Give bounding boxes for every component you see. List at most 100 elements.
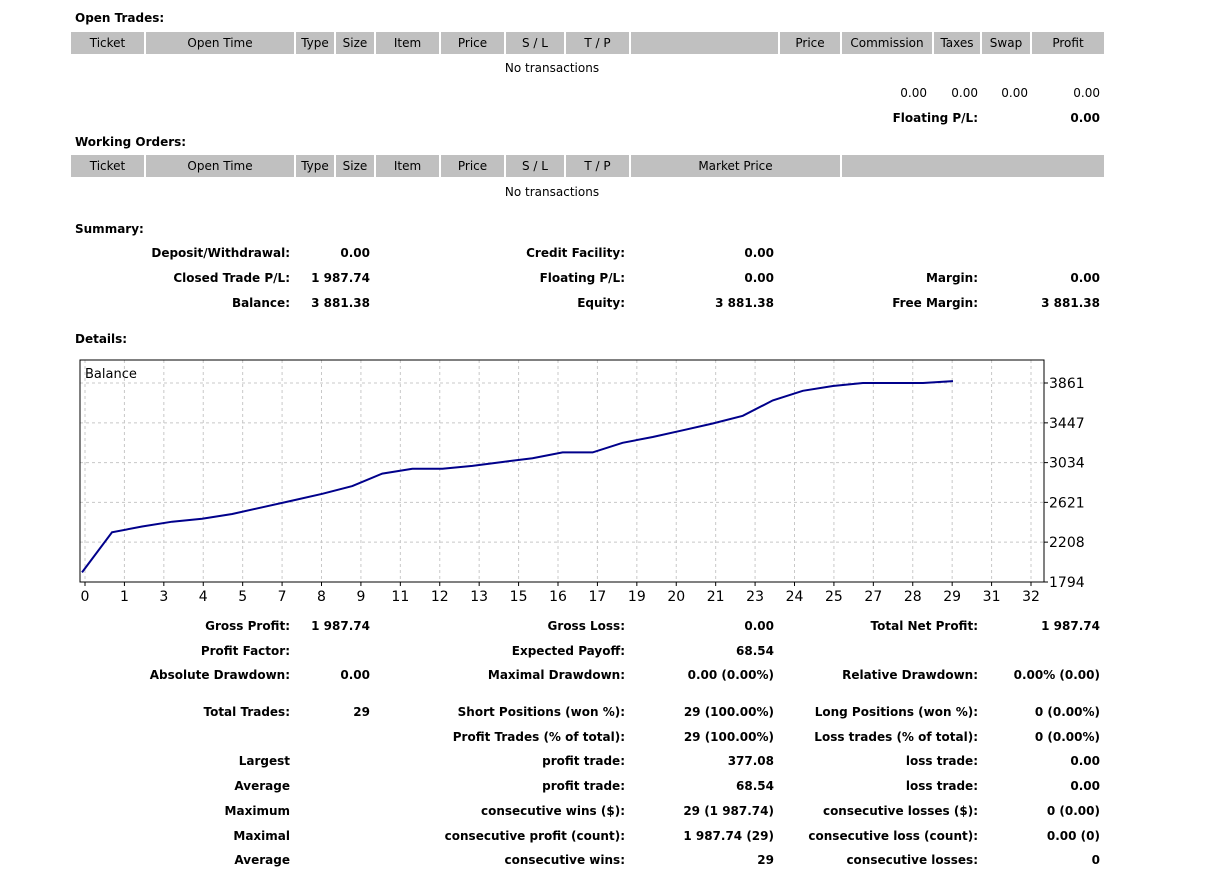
detail-label-1: Profit Factor:	[200, 644, 290, 658]
col-price-2[interactable]: Price	[780, 32, 842, 54]
col-size[interactable]: Size	[336, 155, 376, 177]
credit-label: Credit Facility:	[526, 246, 625, 260]
col-type[interactable]: Type	[296, 32, 336, 54]
detail-label-1: Largest	[238, 754, 290, 768]
detail-value-2: 29 (100.00%)	[683, 705, 774, 719]
margin-label: Margin:	[925, 271, 978, 285]
x-tick-label: 28	[904, 589, 922, 605]
col-profit[interactable]: Profit	[1052, 36, 1084, 50]
detail-value-3: 0 (0.00%)	[1034, 730, 1100, 744]
x-tick-label: 9	[356, 589, 365, 605]
detail-value-1: 0.00	[340, 668, 370, 682]
col-size[interactable]: Size	[336, 32, 376, 54]
detail-value-2: 0.00 (0.00%)	[687, 668, 774, 682]
detail-label-2: Profit Trades (% of total):	[452, 730, 625, 744]
detail-label-3: Total Net Profit:	[870, 619, 978, 633]
summary-title: Summary:	[75, 222, 144, 236]
col-item[interactable]: Item	[376, 32, 441, 54]
col-blank[interactable]	[631, 32, 780, 54]
x-tick-label: 11	[391, 589, 409, 605]
detail-value-3: 1 987.74	[1041, 619, 1100, 633]
chart-title: Balance	[85, 367, 137, 382]
x-tick-label: 21	[707, 589, 725, 605]
x-tick-label: 25	[825, 589, 843, 605]
detail-value-2: 377.08	[727, 754, 774, 768]
detail-label-3: consecutive loss (count):	[808, 829, 978, 843]
detail-value-3: 0.00 (0)	[1046, 829, 1100, 843]
col-tp[interactable]: T / P	[566, 32, 631, 54]
x-tick-label: 31	[983, 589, 1001, 605]
detail-value-2: 68.54	[736, 779, 774, 793]
detail-label-2: Expected Payoff:	[511, 644, 625, 658]
detail-value-2: 68.54	[736, 644, 774, 658]
col-price[interactable]: Price	[441, 32, 506, 54]
col-ticket[interactable]: Ticket	[71, 155, 146, 177]
detail-value-2: 1 987.74 (29)	[683, 829, 774, 843]
working-orders-header: Ticket Open Time Type Size Item Price S …	[71, 155, 1104, 177]
x-tick-label: 27	[864, 589, 882, 605]
x-tick-label: 4	[199, 589, 208, 605]
detail-label-1: Average	[234, 853, 290, 867]
col-open-time[interactable]: Open Time	[146, 32, 296, 54]
col-open-time[interactable]: Open Time	[146, 155, 296, 177]
x-tick-label: 19	[628, 589, 646, 605]
x-tick-label: 3	[159, 589, 168, 605]
equity-label: Equity:	[577, 296, 625, 310]
y-tick-label: 3447	[1049, 416, 1085, 432]
detail-label-2: consecutive profit (count):	[444, 829, 625, 843]
detail-label-3: Long Positions (won %):	[814, 705, 978, 719]
detail-label-2: profit trade:	[542, 754, 625, 768]
detail-label-2: consecutive wins:	[504, 853, 625, 867]
x-tick-label: 8	[317, 589, 326, 605]
col-taxes[interactable]: Taxes	[934, 32, 982, 54]
plot-frame	[79, 359, 1045, 583]
closed-pl-label: Closed Trade P/L:	[173, 271, 290, 285]
working-orders-title: Working Orders:	[75, 135, 187, 149]
detail-label-1: Absolute Drawdown:	[149, 668, 290, 682]
credit-value: 0.00	[744, 246, 774, 260]
detail-label-1: Maximum	[224, 804, 290, 818]
x-tick-label: 0	[81, 589, 90, 605]
col-type[interactable]: Type	[296, 155, 336, 177]
chart-grid	[80, 360, 1044, 583]
detail-value-1: 29	[353, 705, 370, 719]
total-swap: 0.00	[1001, 86, 1028, 100]
detail-value-2: 0.00	[744, 619, 774, 633]
detail-label-3: Relative Drawdown:	[842, 668, 978, 682]
summary-floating-label: Floating P/L:	[539, 271, 625, 285]
col-commission[interactable]: Commission	[842, 32, 934, 54]
col-price[interactable]: Price	[441, 155, 506, 177]
detail-label-2: profit trade:	[542, 779, 625, 793]
x-tick-label: 17	[589, 589, 607, 605]
detail-label-2: consecutive wins ($):	[480, 804, 625, 818]
detail-value-1: 1 987.74	[311, 619, 370, 633]
y-tick-label: 2621	[1049, 495, 1085, 511]
detail-value-2: 29 (100.00%)	[683, 730, 774, 744]
detail-value-3: 0 (0.00)	[1046, 804, 1100, 818]
free-margin-value: 3 881.38	[1041, 296, 1100, 310]
total-profit: 0.00	[1073, 86, 1100, 100]
col-sl[interactable]: S / L	[506, 155, 566, 177]
detail-value-3: 0.00	[1070, 754, 1100, 768]
col-sl[interactable]: S / L	[506, 32, 566, 54]
detail-label-1: Average	[234, 779, 290, 793]
y-tick-label: 3861	[1049, 376, 1085, 392]
col-swap[interactable]: Swap	[982, 32, 1032, 54]
y-axis: 1794 2208 2621 3034 3447 3861	[1044, 376, 1085, 591]
col-item[interactable]: Item	[376, 155, 441, 177]
detail-label-3: Loss trades (% of total):	[814, 730, 978, 744]
detail-value-3: 0 (0.00%)	[1034, 705, 1100, 719]
y-tick-label: 2208	[1049, 535, 1085, 551]
x-axis: 0 1 3 4 5 7 8 9 11 12 13 15 16 17 19 20 21 23 24 25 27 28 29 31…	[81, 582, 1040, 605]
x-tick-label: 16	[549, 589, 567, 605]
y-tick-label: 3034	[1049, 456, 1085, 472]
col-tp[interactable]: T / P	[566, 155, 631, 177]
x-tick-label: 23	[746, 589, 764, 605]
detail-label-3: consecutive losses:	[846, 853, 978, 867]
deposit-label: Deposit/Withdrawal:	[151, 246, 290, 260]
deposit-value: 0.00	[340, 246, 370, 260]
col-market-price[interactable]: Market Price	[631, 155, 842, 177]
x-tick-label: 5	[238, 589, 247, 605]
col-ticket[interactable]: Ticket	[71, 32, 146, 54]
open-trades-header: Ticket Open Time Type Size Item Price S …	[71, 32, 1104, 54]
